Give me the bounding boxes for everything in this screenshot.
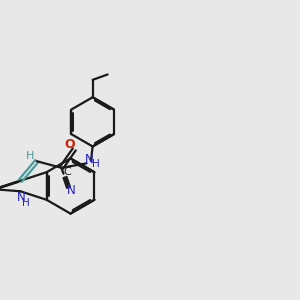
Text: N: N [85,153,94,166]
Text: H: H [22,198,30,208]
Text: C: C [63,167,71,177]
Text: N: N [17,191,26,204]
Text: N: N [67,184,76,197]
Text: H: H [92,159,100,169]
Text: O: O [64,138,75,152]
Text: H: H [26,151,34,161]
